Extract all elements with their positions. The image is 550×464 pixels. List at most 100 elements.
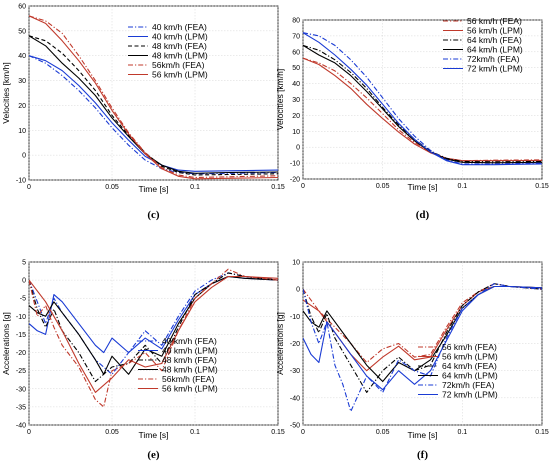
y-axis-label: Accelerations [g] (1, 312, 11, 375)
legend-label: 56 km/h (FEA) (467, 16, 522, 26)
y-tick-label: -30 (290, 368, 300, 375)
y-axis-label: Velocities [km/h] (1, 62, 11, 123)
x-tick-label: 0.05 (105, 429, 119, 436)
y-tick-label: -20 (290, 341, 300, 348)
series-group (303, 283, 542, 412)
series-line (29, 55, 278, 172)
x-tick-label: 0.1 (457, 183, 467, 190)
legend-label: 56 km/h (FEA) (442, 342, 497, 352)
chart-e: -40 -35 -30 -25 -20 -15 -10 -5 0 5 0 0.05 0.1 0.15 40 … (1, 260, 285, 462)
legend-label: 40 km/h (LPM) (162, 346, 218, 356)
legend: 40 km/h (FEA)40 km/h (LPM)48 km/h (FEA)4… (138, 336, 218, 394)
series-line (29, 35, 278, 174)
y-tick-label: 0 (296, 145, 300, 152)
x-tick-label: 0.15 (535, 183, 549, 190)
panel-caption: (e) (147, 449, 160, 461)
y-tick-label: 20 (292, 113, 300, 120)
series-line (29, 15, 278, 180)
series-line (303, 283, 542, 412)
series-line (29, 272, 278, 383)
y-axis-label: Accelerations [g] (275, 312, 285, 375)
panel-caption: (f) (417, 449, 428, 461)
x-tick-label: 0.15 (271, 184, 285, 191)
y-tick-label: 10 (292, 129, 300, 136)
y-tick-label: -15 (16, 332, 26, 339)
series-line (29, 275, 278, 393)
x-tick-label: 0.15 (271, 429, 285, 436)
y-tick-label: 70 (292, 33, 300, 40)
legend-label: 72km/h (FEA) (467, 54, 520, 64)
x-tick-label: 0 (27, 184, 31, 191)
legend-label: 72 km/h (LPM) (442, 390, 498, 400)
legend: 56 km/h (FEA)56 km/h (LPM)64 km/h (FEA)6… (443, 16, 523, 74)
x-tick-label: 0.05 (376, 429, 390, 436)
series-line (29, 55, 278, 175)
y-tick-label: -10 (16, 314, 26, 321)
y-tick-label: 60 (18, 4, 26, 11)
y-tick-label: -10 (290, 161, 300, 168)
series-line (303, 57, 542, 162)
y-tick-label: 40 (292, 81, 300, 88)
y-tick-label: -10 (16, 178, 26, 185)
y-tick-label: -40 (16, 423, 26, 430)
series-line (303, 32, 542, 166)
legend: 56 km/h (FEA)56 km/h (LPM)64 km/h (FEA)6… (418, 342, 498, 400)
y-tick-label: 30 (292, 97, 300, 104)
series-line (29, 268, 278, 408)
legend-label: 72 km/h (LPM) (467, 64, 523, 74)
legend-label: 56 km/h (LPM) (467, 26, 523, 36)
series-line (303, 32, 542, 165)
x-tick-label: 0.1 (190, 429, 200, 436)
x-axis-label: Time [s] (139, 184, 169, 194)
panel-caption: (c) (147, 209, 160, 221)
y-tick-label: 40 (18, 53, 26, 60)
series-line (29, 275, 278, 375)
series-group (303, 32, 542, 166)
y-tick-label: 10 (18, 128, 26, 135)
legend-label: 56km/h (FEA) (152, 60, 205, 70)
legend-label: 40 km/h (FEA) (162, 336, 217, 346)
legend-label: 40 km/h (FEA) (152, 22, 207, 32)
series-line (29, 35, 278, 176)
legend-label: 40 km/h (LPM) (152, 32, 208, 42)
legend-label: 56 km/h (LPM) (162, 384, 218, 394)
x-tick-label: 0.1 (190, 184, 200, 191)
y-tick-label: -5 (20, 296, 26, 303)
series-line (303, 285, 542, 391)
y-tick-label: 0 (296, 287, 300, 294)
legend-label: 56 km/h (LPM) (442, 352, 498, 362)
series-line (303, 44, 542, 163)
series-line (29, 15, 278, 179)
legend-label: 64 km/h (LPM) (442, 371, 498, 381)
plot-area (28, 5, 279, 181)
x-axis-label: Time [s] (408, 182, 438, 192)
x-tick-label: 0 (301, 429, 305, 436)
series-group (29, 15, 278, 180)
y-tick-label: 50 (18, 28, 26, 35)
x-axis-label: Time [s] (139, 430, 169, 440)
y-tick-label: -20 (290, 177, 300, 184)
x-tick-label: 0.05 (105, 184, 119, 191)
x-tick-label: 0.15 (535, 429, 549, 436)
y-tick-label: -30 (16, 386, 26, 393)
y-tick-label: 50 (292, 65, 300, 72)
x-tick-label: 0 (27, 429, 31, 436)
legend-label: 64 km/h (FEA) (442, 361, 497, 371)
y-axis-label: Velocities [km/h] (275, 69, 285, 130)
y-tick-label: -40 (290, 395, 300, 402)
y-tick-label: 20 (18, 103, 26, 110)
y-tick-label: -25 (16, 368, 26, 375)
x-tick-label: 0 (301, 183, 305, 190)
y-tick-label: -35 (16, 404, 26, 411)
panel-caption: (d) (416, 209, 430, 221)
legend-label: 48 km/h (FEA) (162, 355, 217, 365)
y-tick-label: -10 (290, 314, 300, 321)
series-line (303, 57, 542, 162)
legend-label: 64 km/h (LPM) (467, 45, 523, 55)
x-axis-label: Time [s] (408, 430, 438, 440)
chart-d: -20 -10 0 10 20 30 40 50 60 70 80 0 0.05 0.1 0.15 56 km… (275, 16, 549, 221)
y-tick-label: 0 (22, 278, 26, 285)
y-tick-label: 60 (292, 49, 300, 56)
